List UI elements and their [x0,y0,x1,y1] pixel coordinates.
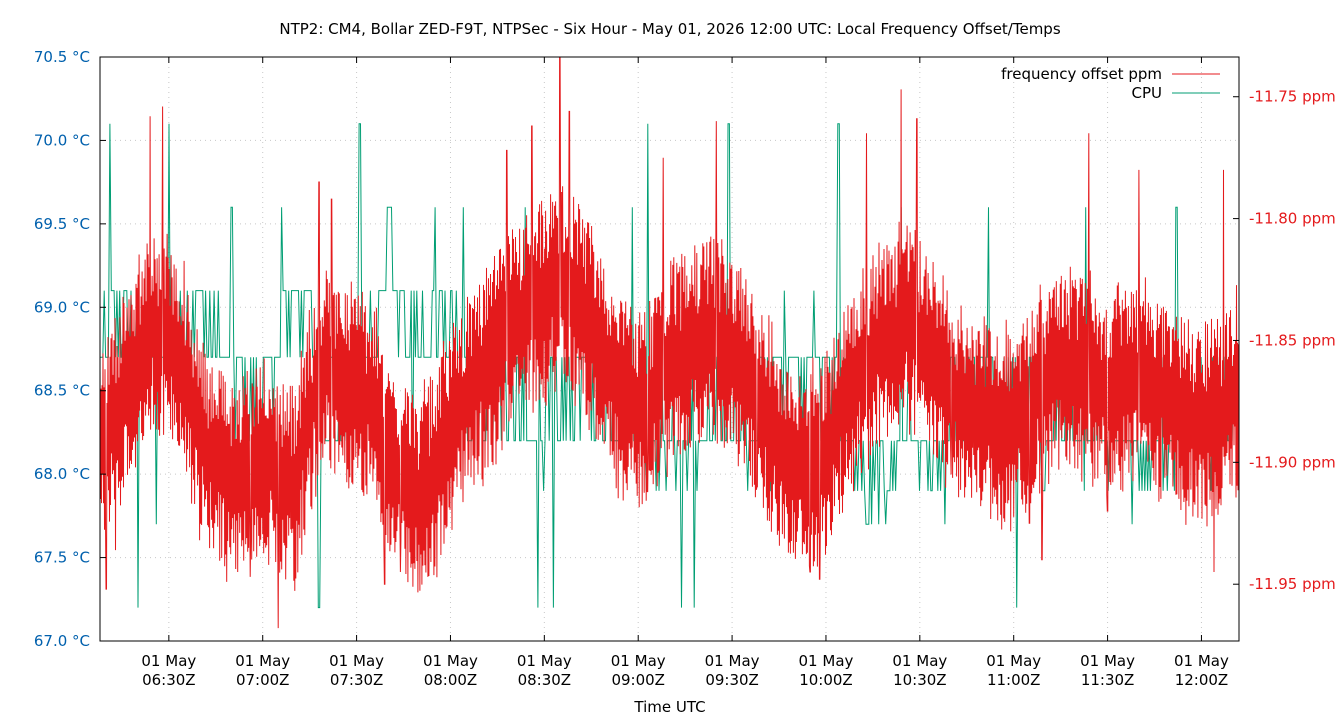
x-tick-label: 01 May 10:00Z [799,652,854,689]
y-right-tick-label: -11.80 ppm [1249,210,1336,228]
legend-label: frequency offset ppm [1001,65,1162,83]
x-tick-label-line: 01 May [329,652,384,670]
y-left-tick-label: 70.0 °C [34,131,90,149]
y-left-tick-label: 70.5 °C [34,48,90,66]
plot-area [99,57,1240,629]
y-left-tick-label: 68.5 °C [34,382,90,400]
x-tick-label: 01 May 07:30Z [329,652,384,689]
series-line-frequency-offset [99,57,1240,629]
plot-frame [99,56,1240,642]
x-tick-label-line: 11:30Z [1081,671,1135,689]
x-tick-label-line: 07:30Z [330,671,384,689]
x-tick-label-line: 01 May [141,652,196,670]
y-right-tick-label: -11.75 ppm [1249,88,1336,106]
x-tick-label: 01 May 11:30Z [1080,652,1135,689]
y-left-tick-label: 69.5 °C [34,215,90,233]
y-right-tick-label: -11.90 ppm [1249,453,1336,471]
y-left-tick-label: 67.5 °C [34,549,90,567]
x-tick-label: 01 May 06:30Z [141,652,196,689]
x-tick-label-line: 10:00Z [799,671,853,689]
x-tick-label-line: 11:00Z [987,671,1041,689]
x-tick-label: 01 May 08:30Z [517,652,572,689]
x-tick-label: 01 May 09:30Z [705,652,760,689]
x-tick-label-line: 12:00Z [1175,671,1229,689]
x-tick-label-line: 01 May [1080,652,1135,670]
x-tick-label: 01 May 09:00Z [611,652,666,689]
y-left-tick-label: 67.0 °C [34,632,90,650]
x-tick-label-line: 01 May [986,652,1041,670]
x-tick-label: 01 May 07:00Z [235,652,290,689]
x-axis-label: Time UTC [633,698,705,716]
x-tick-label: 01 May 11:00Z [986,652,1041,689]
x-tick-label-line: 08:30Z [518,671,572,689]
x-tick-label: 01 May 12:00Z [1174,652,1229,689]
y-left-tick-label: 69.0 °C [34,298,90,316]
x-tick-label-line: 07:00Z [236,671,290,689]
x-tick-label-line: 01 May [423,652,478,670]
x-tick-label-line: 01 May [799,652,854,670]
x-tick-label-line: 01 May [235,652,290,670]
x-tick-label-line: 01 May [611,652,666,670]
x-tick-label-line: 09:00Z [611,671,665,689]
x-tick-label-line: 01 May [517,652,572,670]
y-left-tick-label: 68.0 °C [34,465,90,483]
x-tick-label: 01 May 08:00Z [423,652,478,689]
legend-label: CPU [1132,84,1163,102]
chart-title: NTP2: CM4, Bollar ZED-F9T, NTPSec - Six … [279,20,1060,38]
x-tick-label-line: 01 May [1174,652,1229,670]
x-tick-label-line: 01 May [892,652,947,670]
x-tick-label: 01 May 10:30Z [892,652,947,689]
y-right-tick-label: -11.85 ppm [1249,331,1336,349]
y-right-tick-label: -11.95 ppm [1249,575,1336,593]
x-tick-label-line: 08:00Z [424,671,478,689]
x-tick-label-line: 10:30Z [893,671,947,689]
x-tick-label-line: 09:30Z [705,671,759,689]
x-tick-label-line: 06:30Z [142,671,196,689]
x-tick-label-line: 01 May [705,652,760,670]
